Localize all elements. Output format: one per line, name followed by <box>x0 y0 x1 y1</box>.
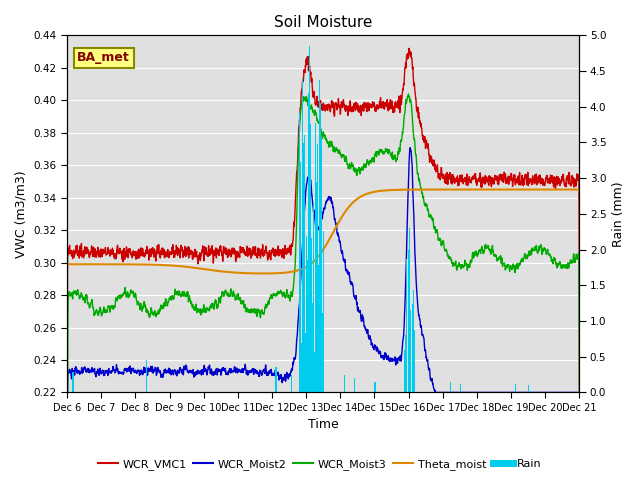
Text: BA_met: BA_met <box>77 51 130 64</box>
Y-axis label: Rain (mm): Rain (mm) <box>612 181 625 247</box>
X-axis label: Time: Time <box>308 419 339 432</box>
Y-axis label: VWC (m3/m3): VWC (m3/m3) <box>15 170 28 258</box>
Legend: WCR_VMC1, WCR_Moist2, WCR_Moist3, Theta_moist, Rain: WCR_VMC1, WCR_Moist2, WCR_Moist3, Theta_… <box>93 455 547 474</box>
Title: Soil Moisture: Soil Moisture <box>274 15 372 30</box>
